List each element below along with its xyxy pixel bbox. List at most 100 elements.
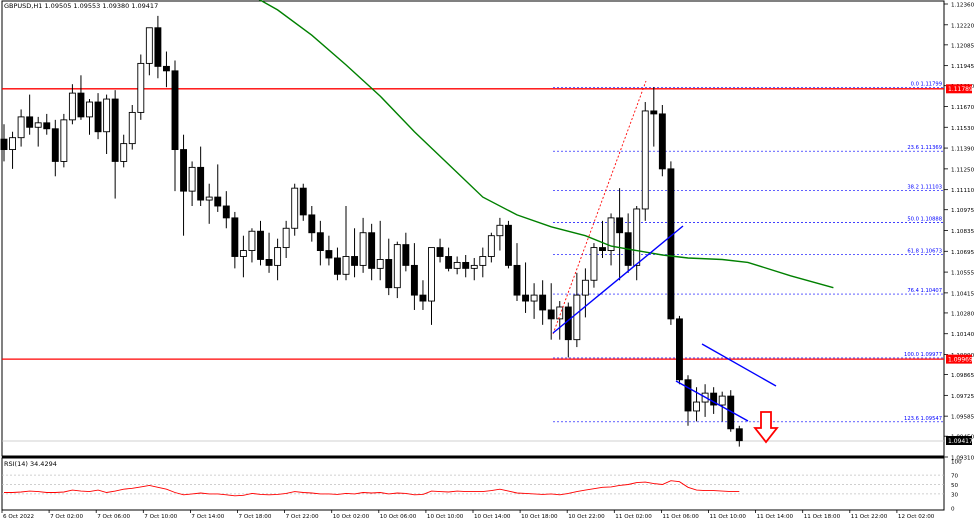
- bull-candle: [60, 119, 68, 162]
- price-tick-label: 1.11110: [951, 188, 975, 194]
- time-tick-label: 10 Oct 10:00: [427, 514, 464, 520]
- fib-level-label: 61.8 1.10673: [907, 249, 942, 255]
- bear-candle: [111, 98, 119, 162]
- time-tick-label: 11 Oct 22:00: [851, 514, 888, 520]
- bear-candle: [676, 318, 683, 381]
- bear-candle: [214, 196, 222, 207]
- bear-candle: [222, 205, 230, 219]
- bear-candle: [462, 261, 470, 269]
- price-tick-label: 1.11670: [951, 105, 975, 111]
- bull-candle: [342, 256, 350, 275]
- price-tick-label: 1.09310: [951, 456, 975, 462]
- bear-candle: [385, 259, 393, 289]
- bear-candle: [180, 149, 188, 192]
- bear-candle: [94, 101, 102, 133]
- bear-candle: [299, 187, 307, 216]
- time-tick-label: 11 Oct 06:00: [662, 514, 699, 520]
- bear-candle: [162, 65, 170, 72]
- bull-candle: [17, 116, 25, 139]
- price-tick-label: 1.12220: [951, 23, 975, 29]
- bear-candle: [77, 92, 85, 118]
- time-tick-label: 7 Oct 14:00: [191, 514, 224, 520]
- bull-candle: [359, 232, 367, 266]
- down-arrow-icon: [753, 411, 779, 444]
- rsi-line: [4, 480, 740, 497]
- rsi-level-label: 30: [951, 492, 959, 498]
- bull-candle: [693, 401, 700, 412]
- bear-candle: [231, 217, 239, 257]
- channel-upper-line[interactable]: [701, 343, 777, 387]
- fib-level-label: 0.0 1.11799: [911, 81, 942, 87]
- bear-candle: [599, 247, 606, 252]
- horizontal-levels[interactable]: 1.11789 1.09969: [2, 84, 973, 364]
- bull-candle: [103, 98, 111, 133]
- bear-candle: [539, 294, 547, 311]
- price-tick-label: 1.09725: [951, 394, 975, 400]
- fib-level-label: 76.4 1.10407: [907, 288, 942, 294]
- bull-candle: [188, 166, 196, 192]
- time-tick-label: 11 Oct 14:00: [757, 514, 794, 520]
- bull-candle: [556, 306, 564, 320]
- price-tick-label: 1.10975: [951, 208, 975, 214]
- price-tick-label: 1.10555: [951, 271, 975, 277]
- bull-candle: [239, 250, 247, 257]
- bear-candle: [402, 244, 410, 266]
- fib-anchor-line[interactable]: [552, 80, 647, 335]
- trendline-up[interactable]: [552, 225, 684, 334]
- bull-candle: [248, 230, 256, 252]
- bear-candle: [154, 27, 162, 67]
- bear-candle: [684, 379, 692, 412]
- rsi-label: RSI(14) 34.4294: [4, 460, 57, 468]
- moving-average-line: [258, 0, 834, 289]
- bull-candle: [573, 294, 581, 341]
- resistance-price-box: [946, 84, 972, 94]
- bull-candle: [641, 110, 649, 210]
- fib-level-label: 50.0 1.10888: [907, 217, 942, 223]
- bull-candle: [633, 208, 641, 266]
- fibonacci-retracement[interactable]: 0.0 1.11799 23.6 1.11369 38.2 1.11103 50.0 …: [553, 81, 944, 423]
- fib-level-label: 23.6 1.11369: [907, 145, 942, 151]
- bull-candle: [479, 256, 487, 266]
- bear-candle: [513, 264, 521, 296]
- bear-candle: [710, 392, 718, 406]
- bull-candle: [496, 224, 504, 237]
- bear-candle: [735, 428, 743, 442]
- bear-candle: [26, 116, 34, 128]
- bear-candle: [51, 128, 59, 162]
- bull-candle: [86, 101, 93, 118]
- bear-candle: [445, 256, 453, 269]
- time-tick-label: 11 Oct 18:00: [804, 514, 841, 520]
- price-tick-label: 1.09865: [951, 373, 975, 379]
- bull-candle: [68, 92, 76, 121]
- time-tick-label: 7 Oct 02:00: [50, 514, 83, 520]
- current-price-box: [946, 436, 972, 445]
- bull-candle: [453, 261, 461, 269]
- bull-candle: [282, 227, 290, 249]
- ohlc-label: 1.09505 1.09553 1.09380 1.09417: [44, 2, 159, 10]
- time-tick-label: 7 Oct 18:00: [239, 514, 272, 520]
- time-tick-label: 10 Oct 02:00: [333, 514, 370, 520]
- bull-candle: [530, 294, 538, 302]
- rsi-plot-frame: [1, 457, 945, 511]
- moving-average: [258, 0, 834, 289]
- bull-candle: [470, 264, 478, 269]
- rsi-level-lines: 100 70 50 30 0: [2, 460, 962, 513]
- bear-candle: [171, 70, 179, 151]
- channel-lower-line[interactable]: [675, 380, 749, 422]
- time-tick-label: 11 Oct 10:00: [710, 514, 747, 520]
- bull-candle: [607, 217, 615, 252]
- bear-candle: [368, 232, 376, 269]
- bull-candle: [34, 122, 42, 128]
- bull-candle: [393, 244, 401, 289]
- price-tick-label: 1.11530: [951, 126, 975, 132]
- bull-candle: [718, 395, 726, 406]
- price-tick-label: 1.12085: [951, 43, 975, 49]
- bull-candle: [590, 247, 598, 281]
- time-tick-label: 11 Oct 02:00: [615, 514, 652, 520]
- time-axis: 6 Oct 2022 7 Oct 02:00 7 Oct 06:00 7 Oct 10…: [1, 510, 935, 520]
- bear-candle: [265, 259, 273, 266]
- rsi-level-label: 100: [951, 460, 962, 466]
- candlesticks: [0, 15, 743, 447]
- price-tick-label: 1.09585: [951, 415, 975, 421]
